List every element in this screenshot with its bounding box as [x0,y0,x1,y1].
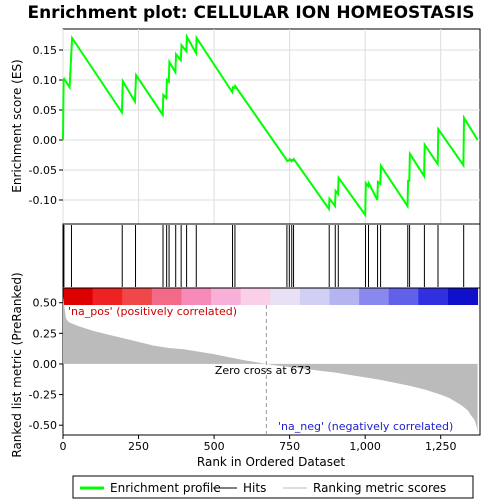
metric-y-tick-label: 0.00 [33,358,58,371]
legend-box [72,475,474,499]
metric-y-tick-label: 0.25 [33,327,58,340]
hits-panel-frame [62,223,481,289]
x-tick-label: 750 [279,440,300,453]
metric-area [63,296,478,433]
x-tick-label: 0 [60,440,67,453]
colorbar-segment [270,288,301,305]
metric-y-tick-label: -0.50 [29,419,57,432]
colorbar-segment [388,288,419,305]
pos-label: 'na_pos' (positively correlated) [68,305,237,318]
chart-title: Enrichment plot: CELLULAR ION HOMEOSTASI… [27,3,474,23]
legend-label: Ranking metric scores [313,481,446,495]
metric-axis-label: Ranked list metric (PreRanked) [10,272,24,457]
metric-y-tick-label: -0.25 [29,389,57,402]
colorbar-segment [211,288,242,305]
colorbar-segment [329,288,360,305]
neg-label: 'na_neg' (negatively correlated) [278,420,453,433]
colorbar-segment [447,288,479,305]
colorbar-segment [181,288,212,305]
es-panel-frame [62,28,481,225]
colorbar-segment [122,288,153,305]
es-y-tick-label: 0.15 [33,44,58,57]
x-tick-label: 500 [204,440,225,453]
x-tick-label: 1,250 [425,440,457,453]
es-y-tick-label: -0.05 [29,164,57,177]
metric-y-tick-label: 0.50 [33,297,58,310]
x-axis-label: Rank in Ordered Dataset [197,455,345,469]
colorbar-segment [92,288,123,305]
legend-label: Hits [243,481,266,495]
colorbar-segment [63,288,94,305]
es-y-tick-label: 0.10 [33,74,58,87]
es-y-tick-label: -0.10 [29,194,57,207]
x-tick-label: 1,000 [349,440,381,453]
colorbar-segment [240,288,271,305]
x-tick-label: 250 [128,440,149,453]
colorbar-segment [299,288,331,305]
colorbar-segment [151,288,182,305]
es-line [62,33,479,219]
colorbar-segment [359,288,390,305]
legend-label: Enrichment profile [110,481,221,495]
colorbar-segment [418,288,449,305]
zero-cross-label: Zero cross at 673 [215,364,311,377]
es-y-tick-label: 0.00 [33,134,58,147]
es-axis-label: Enrichment score (ES) [10,59,24,192]
es-y-tick-label: 0.05 [33,104,58,117]
